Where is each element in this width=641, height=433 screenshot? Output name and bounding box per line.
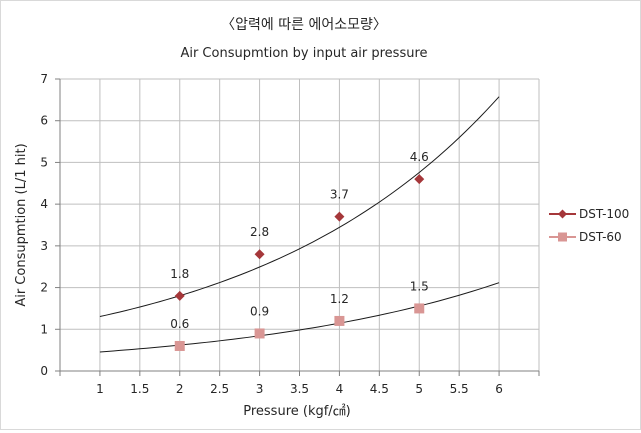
data-label-dst-60: 0.9 bbox=[250, 304, 269, 318]
y-tick-label: 6 bbox=[40, 114, 48, 128]
data-point-dst-60 bbox=[414, 303, 425, 314]
trendline-layer bbox=[99, 96, 500, 353]
x-tick-label: 3.5 bbox=[290, 382, 309, 396]
data-point-dst-60 bbox=[174, 340, 185, 351]
chart-title: 〈압력에 따른 에어소모량〉 bbox=[221, 17, 387, 33]
data-point-dst-100 bbox=[334, 211, 345, 222]
trendline-dst-100 bbox=[99, 96, 500, 318]
x-tick-label: 1 bbox=[96, 382, 104, 396]
x-axis-title: Pressure (kgf/㎠) bbox=[243, 404, 351, 419]
x-tick-label: 4 bbox=[336, 382, 344, 396]
data-label-dst-100: 2.8 bbox=[250, 225, 269, 239]
x-tick-label: 1.5 bbox=[130, 382, 149, 396]
y-tick-label: 5 bbox=[40, 155, 48, 169]
data-label-dst-100: 3.7 bbox=[330, 188, 349, 202]
x-tick-label: 5.5 bbox=[450, 382, 469, 396]
y-tick-label: 4 bbox=[40, 197, 48, 211]
y-tick-label: 3 bbox=[40, 239, 48, 253]
legend: DST-100 DST-60 bbox=[549, 207, 629, 244]
data-label-layer: 1.8 2.8 3.7 4.6 0.6 0.9 1.2 1.5 bbox=[170, 150, 429, 331]
legend-marker-dst-60 bbox=[558, 232, 567, 242]
marker-layer bbox=[174, 174, 425, 351]
y-tick-label: 0 bbox=[40, 364, 48, 378]
data-label-dst-60: 1.2 bbox=[330, 292, 349, 306]
y-axis-title: Air Consupmtion (L/1 hit) bbox=[14, 143, 29, 306]
x-tick-label: 6 bbox=[495, 382, 503, 396]
grid-layer bbox=[59, 78, 540, 371]
data-point-dst-100 bbox=[414, 174, 425, 185]
data-point-dst-60 bbox=[254, 328, 265, 339]
y-tick-label: 7 bbox=[40, 72, 48, 86]
data-label-dst-100: 4.6 bbox=[410, 150, 429, 164]
data-label-dst-60: 0.6 bbox=[170, 317, 189, 331]
trendline-dst-60 bbox=[99, 282, 500, 353]
legend-label-dst-60: DST-60 bbox=[579, 230, 622, 244]
data-label-dst-60: 1.5 bbox=[410, 279, 429, 293]
x-tick-label: 5 bbox=[415, 382, 423, 396]
data-label-dst-100: 1.8 bbox=[170, 267, 189, 281]
y-tick-label: 1 bbox=[40, 322, 48, 336]
y-tick-label: 2 bbox=[40, 281, 48, 295]
axis-layer: 0 1 2 3 4 5 6 7 1 1.5 2 2.5 3 3.5 4 4.5 5 5.5 6 bbox=[40, 72, 540, 396]
x-tick-label: 4.5 bbox=[370, 382, 389, 396]
x-tick-label: 2.5 bbox=[210, 382, 229, 396]
legend-label-dst-100: DST-100 bbox=[579, 207, 629, 221]
data-point-dst-100 bbox=[254, 249, 265, 260]
legend-marker-dst-100 bbox=[558, 209, 567, 219]
x-tick-label: 2 bbox=[176, 382, 184, 396]
data-point-dst-60 bbox=[334, 315, 345, 326]
chart-subtitle: Air Consupmtion by input air pressure bbox=[180, 46, 427, 61]
x-tick-label: 3 bbox=[256, 382, 264, 396]
data-point-dst-100 bbox=[174, 290, 185, 301]
